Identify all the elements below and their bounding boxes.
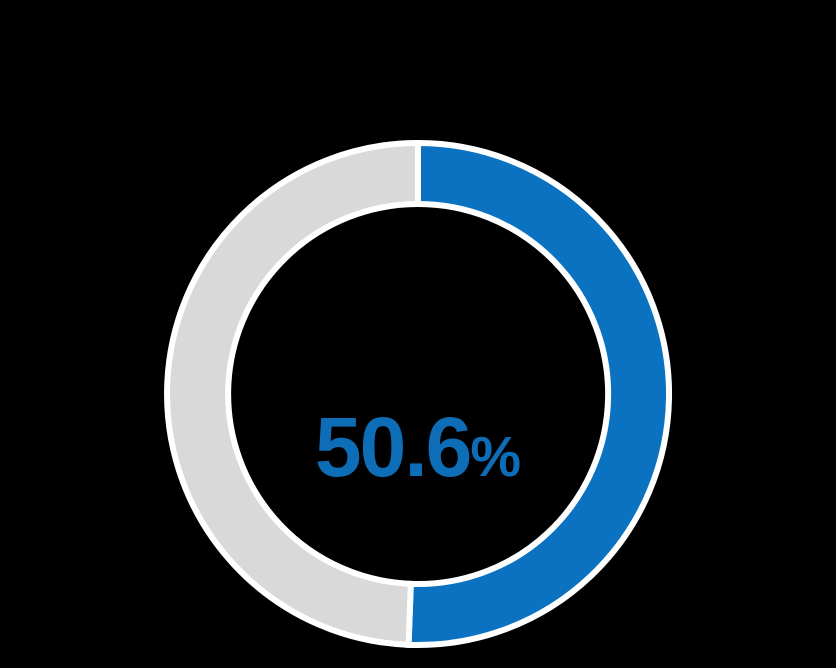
donut-slice-remainder bbox=[164, 139, 421, 648]
donut-center-label: 50.6% bbox=[0, 405, 836, 499]
percent-sign: % bbox=[470, 425, 522, 489]
donut-slice-value bbox=[405, 139, 673, 648]
donut-center-value: 50.6 bbox=[314, 400, 472, 494]
